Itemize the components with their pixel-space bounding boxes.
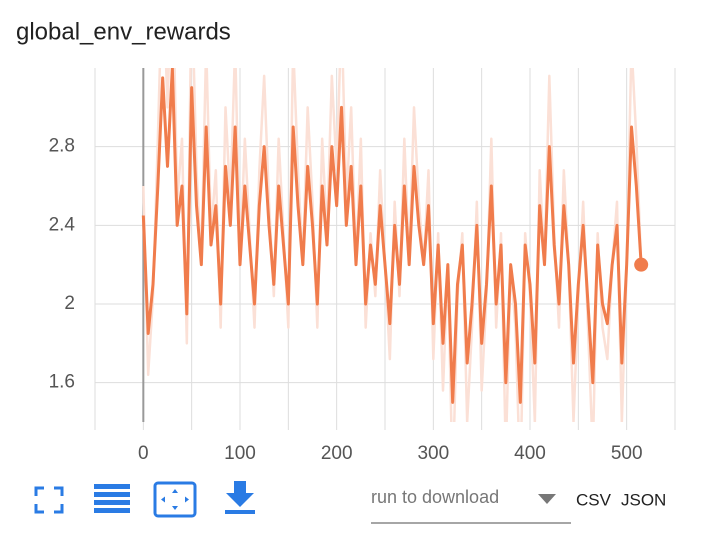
- csv-link[interactable]: CSV: [576, 490, 612, 509]
- json-link[interactable]: JSON: [621, 490, 666, 509]
- toggle-log-icon[interactable]: [94, 484, 130, 513]
- fullscreen-icon[interactable]: [34, 486, 64, 514]
- x-tick-label: 100: [224, 443, 256, 464]
- tick-labels: 0 100 200 300 400 500 1.6 2 2.4 2.8: [49, 136, 643, 464]
- download-icon[interactable]: [225, 481, 255, 514]
- y-tick-label: 2: [64, 293, 75, 314]
- x-tick-label: 200: [321, 443, 353, 464]
- chart-title: global_env_rewards: [16, 18, 231, 45]
- y-tick-label: 1.6: [49, 372, 75, 393]
- last-point: [634, 257, 649, 272]
- x-tick-label: 0: [138, 443, 149, 464]
- plot-area: [141, 68, 643, 422]
- dropdown-arrow[interactable]: [538, 494, 556, 504]
- x-tick-label: 300: [417, 443, 449, 464]
- y-tick-label: 2.4: [49, 214, 76, 235]
- run-select[interactable]: run to download: [371, 487, 499, 507]
- x-tick-label: 500: [611, 443, 643, 464]
- x-tick-label: 400: [514, 443, 546, 464]
- y-tick-label: 2.8: [49, 136, 75, 157]
- fit-domain-icon[interactable]: [153, 481, 197, 518]
- line-series: [141, 68, 643, 404]
